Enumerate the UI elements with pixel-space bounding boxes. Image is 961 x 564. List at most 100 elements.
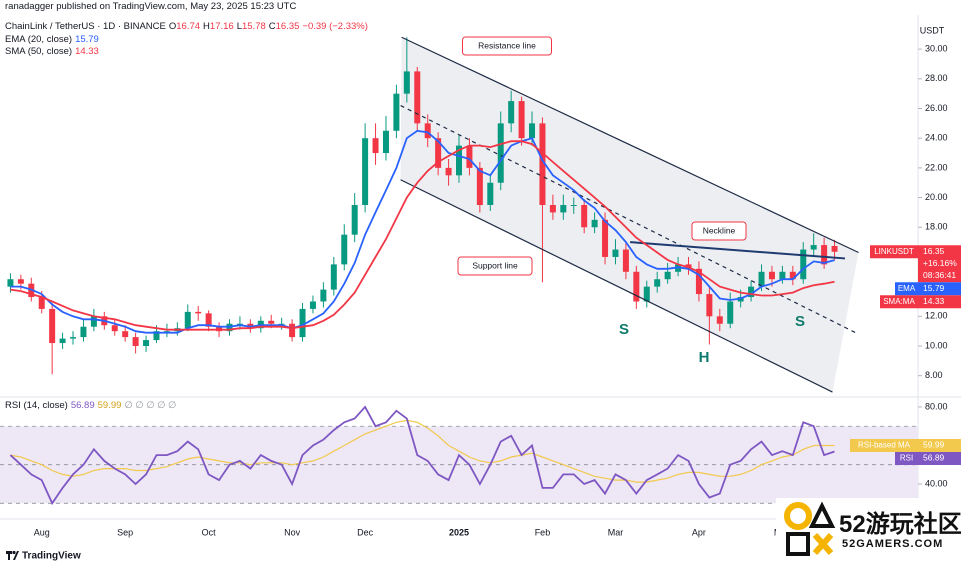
candle-body [727, 301, 734, 324]
candle-body [111, 325, 118, 332]
candle-body [716, 316, 723, 324]
candle-body [90, 316, 97, 327]
candle-body [382, 130, 389, 154]
candle-body [612, 249, 619, 257]
y-tick-label: 20.00 [925, 192, 948, 202]
candle-body [351, 205, 358, 235]
tag-value: 59.99 [923, 440, 945, 450]
sma-legend: SMA (50, close) 14.33 [5, 46, 102, 57]
published-line: ranadagger published on TradingView.com,… [5, 1, 299, 12]
x-tick-label: Dec [357, 527, 374, 537]
rsi-title: RSI (14, close) [5, 400, 68, 411]
candle-body [758, 271, 765, 287]
x-tick-label: 2025 [449, 527, 469, 537]
y-tick-label: 22.00 [925, 162, 948, 172]
candle-body [320, 289, 327, 302]
candle-body [236, 323, 243, 325]
candle-body [487, 182, 494, 205]
tag-label: RSI [900, 454, 913, 463]
symbol-line: ChainLink / TetherUS · 1D · BINANCE O16.7… [5, 21, 371, 32]
watermark-title: 52游玩社区 [839, 511, 961, 538]
y-tick-label: 12.00 [925, 311, 948, 321]
candle-body [445, 167, 452, 176]
ohlc-label: O [168, 21, 177, 32]
candle-body [581, 205, 588, 228]
published: ranadagger published on TradingView.com,… [5, 1, 297, 12]
candle-body [497, 123, 504, 183]
candle-body [122, 331, 129, 338]
candle-body [49, 308, 56, 344]
candle-body [518, 101, 525, 139]
candle-body [393, 93, 400, 131]
ohlc-value: 16.74 [176, 21, 201, 32]
ohlc-label: C [268, 21, 276, 32]
ohlc-value: 15.78 [241, 21, 266, 32]
pattern-label: H [699, 349, 710, 366]
candle-body [789, 271, 796, 280]
candle-body [664, 271, 671, 280]
candle-body [570, 205, 577, 206]
candle-body [59, 338, 66, 344]
callout-text: Resistance line [478, 40, 536, 50]
tag-value: 56.89 [923, 453, 945, 463]
rsi-na: ∅ ∅ ∅ ∅ ∅ [124, 400, 177, 411]
candle-body [184, 311, 191, 329]
candle-body [7, 279, 14, 287]
candle-body [70, 337, 77, 339]
candle-body [435, 138, 442, 168]
y-tick-label: 28.00 [925, 73, 948, 83]
candle-body [278, 323, 285, 325]
candle-body [299, 308, 306, 338]
ema-value: 15.79 [75, 34, 99, 45]
x-tick-label: Aug [34, 527, 50, 537]
candle-body [654, 279, 661, 287]
ema-name: EMA (20, close) [5, 34, 73, 45]
ohlc-label: L [236, 21, 242, 32]
tag-label-box [850, 438, 918, 452]
tag-value: +16.16% [923, 258, 957, 268]
candle-body [143, 340, 150, 347]
tag-label: LINKUSDT [874, 247, 914, 256]
candle-body [768, 271, 775, 280]
candle-body [456, 145, 462, 176]
candle-body [195, 311, 202, 314]
candle-body [633, 271, 640, 302]
candle-body [362, 138, 369, 205]
tradingview-logo [6, 550, 19, 560]
footer-brand: TradingView [22, 551, 81, 562]
candle-body [560, 205, 567, 213]
callout-box [691, 221, 747, 241]
sma-name: SMA (50, close) [5, 46, 73, 57]
axis-unit: USDT [920, 25, 945, 35]
tag-value: 16.35 [923, 246, 945, 256]
candle-body [132, 337, 139, 347]
tag-value: 15.79 [923, 283, 945, 293]
y-tick-label: 18.00 [925, 222, 948, 232]
candle-body [38, 297, 45, 309]
watermark-logo [784, 501, 836, 556]
y-tick-label: 10.00 [925, 340, 948, 350]
candle-body [508, 101, 515, 124]
x-tick-label: Apr [692, 527, 706, 537]
candle-body [17, 279, 24, 284]
tag-label: RSI-based MA [858, 441, 911, 450]
candle-body [779, 271, 786, 280]
candle-body [602, 219, 609, 257]
tag-label: SMA:MA [883, 297, 915, 306]
candle-body [403, 71, 410, 94]
candle-body [268, 320, 275, 324]
candle-body [622, 249, 629, 272]
candle-body [800, 249, 807, 280]
trendline [400, 179, 833, 393]
candle-body [309, 301, 316, 309]
candle-body [330, 264, 337, 290]
x-tick-label: Oct [202, 527, 217, 537]
tag-value-box [918, 295, 961, 309]
callout-box [457, 256, 533, 276]
tag-value: 14.33 [923, 296, 945, 306]
rsi-legend: RSI (14, close) 56.89 59.99 ∅ ∅ ∅ ∅ ∅ [5, 400, 179, 411]
tag-label-box [895, 451, 918, 465]
y-tick-label: 24.00 [925, 133, 948, 143]
callout-text: Neckline [703, 225, 736, 235]
ohlc-label: H [203, 21, 210, 32]
